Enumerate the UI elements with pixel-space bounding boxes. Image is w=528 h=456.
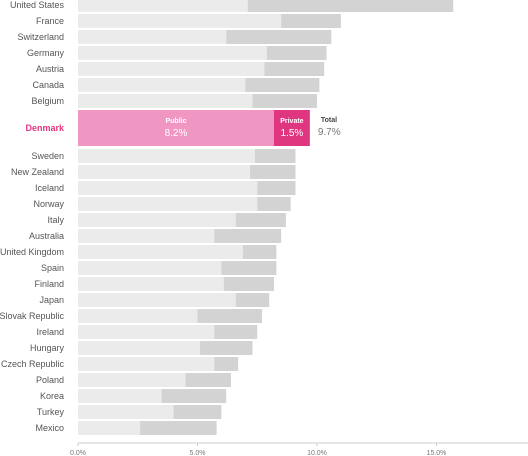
category-label: Iceland [35,183,64,193]
category-label: Germany [27,48,65,58]
bar-public [78,325,215,339]
category-label: Ireland [36,327,64,337]
bar-private [266,46,327,60]
category-label: United Kingdom [0,247,64,257]
bar-public [78,0,248,12]
total-label: Total [321,117,337,124]
bar-private [273,110,310,146]
category-label: Austria [36,64,64,74]
bar-private [235,213,286,227]
private-value: 1.5% [281,128,304,139]
category-label: Slovak Republic [0,311,64,321]
public-label: Public [165,118,186,125]
bar-private [226,30,332,44]
bar-private [250,165,296,179]
x-tick-label: 5.0% [190,450,206,456]
category-label: Poland [36,375,64,385]
category-label: Hungary [30,343,65,353]
category-label: Switzerland [17,32,64,42]
bar-public [78,245,243,259]
bar-private [214,229,282,243]
bar-public [78,421,141,435]
bar-public [78,341,200,355]
category-label: Korea [40,391,64,401]
private-label: Private [280,118,303,125]
x-tick-label: 0.0% [70,450,86,456]
bar-private [281,14,341,28]
category-label: Australia [29,231,64,241]
bar-private [223,277,274,291]
category-label: Sweden [31,151,64,161]
bar-private [245,78,320,92]
bar-private [264,62,325,76]
bar-private [214,325,258,339]
bar-private [185,373,231,387]
category-label: Spain [41,263,64,273]
bar-private [247,0,454,12]
bar-public [78,94,253,108]
bar-private [161,389,227,403]
bar-public [78,181,258,195]
category-label: United States [10,0,65,10]
bar-private [140,421,217,435]
bar-public [78,78,246,92]
bar-public [78,213,236,227]
bar-public [78,149,255,163]
bar-private [257,197,291,211]
total-value: 9.7% [318,127,341,138]
bar-public [78,197,258,211]
category-label: Italy [47,215,64,225]
bar-public [78,405,174,419]
public-value: 8.2% [165,128,188,139]
bar-private [254,149,296,163]
category-label: France [36,16,64,26]
bar-public [78,357,215,371]
bar-private [235,293,270,307]
category-label: Japan [39,295,64,305]
bar-private [214,357,239,371]
category-label: New Zealand [11,167,64,177]
x-tick-label: 15.0% [427,450,447,456]
bar-private [252,94,317,108]
bar-private [197,309,263,323]
bar-public [78,165,251,179]
category-label: Mexico [35,423,64,433]
bar-public [78,110,274,146]
bar-private [199,341,253,355]
category-label: Belgium [31,96,64,106]
category-label: Canada [32,80,64,90]
bar-private [221,261,277,275]
bar-public [78,293,236,307]
bar-public [78,30,227,44]
bar-public [78,261,222,275]
x-tick-label: 10.0% [307,450,327,456]
bar-public [78,14,282,28]
bar-public [78,309,198,323]
bar-public [78,389,162,403]
bar-public [78,46,267,60]
bar-public [78,373,186,387]
category-label: Denmark [25,123,65,133]
category-label: Norway [33,199,64,209]
bar-public [78,229,215,243]
category-label: Finland [34,279,64,289]
bar-private [242,245,277,259]
bar-public [78,62,265,76]
category-label: Turkey [37,407,65,417]
bar-public [78,277,224,291]
bar-private [173,405,222,419]
category-label: Czech Republic [1,359,65,369]
bar-private [257,181,296,195]
